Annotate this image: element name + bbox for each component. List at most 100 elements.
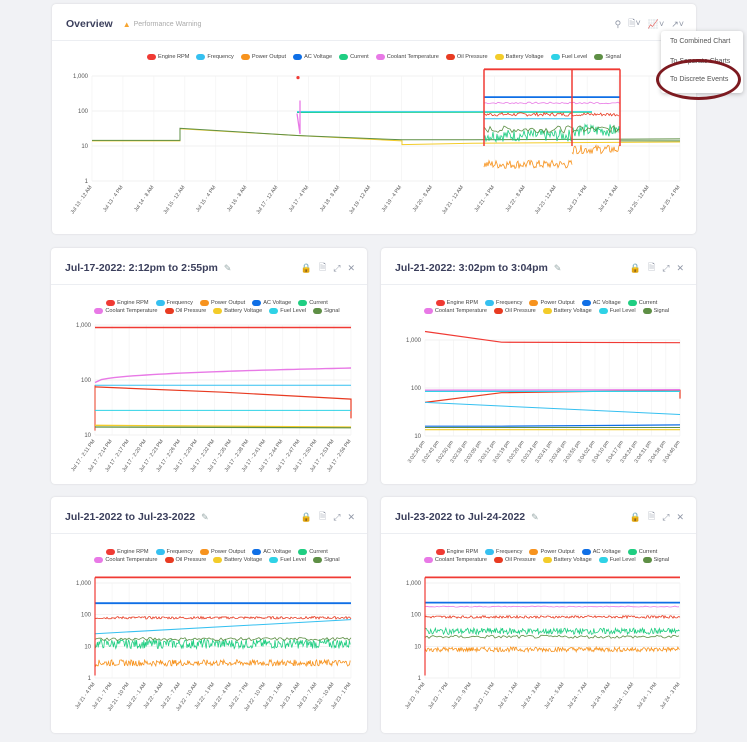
export-icon[interactable]: ↗˅ (671, 18, 684, 29)
legend-item[interactable]: Oil Pressure (494, 308, 536, 314)
legend-item[interactable]: Current (298, 300, 328, 306)
report-icon[interactable]: 🗎˅ (628, 18, 641, 28)
close-icon[interactable]: ✕ (676, 262, 684, 273)
series-line (571, 101, 621, 105)
series-line (571, 112, 620, 117)
legend-swatch (598, 308, 608, 314)
edit-icon[interactable]: ✎ (531, 511, 539, 522)
close-icon[interactable]: ✕ (676, 511, 684, 522)
x-tick-label: Jul 13 - 4 PM (102, 185, 124, 213)
report-icon[interactable]: 🗎 (648, 511, 656, 521)
report-icon[interactable]: 🗎 (319, 511, 327, 521)
legend-swatch (240, 54, 250, 60)
expand-icon[interactable]: ⤢ (333, 262, 341, 273)
legend-item[interactable]: Power Output (199, 300, 245, 306)
edit-icon[interactable]: ✎ (553, 262, 562, 273)
legend-item[interactable]: Frequency (155, 549, 193, 555)
legend-item[interactable]: Fuel Level (550, 54, 587, 60)
legend-label: AC Voltage (592, 300, 621, 306)
chart-type-icon[interactable]: 📈˅ (647, 18, 665, 29)
legend-item[interactable]: Engine RPM (435, 549, 478, 555)
legend-item[interactable]: Current (298, 549, 328, 555)
x-tick-label: Jul 18 - 8 AM (319, 185, 341, 213)
legend-swatch (155, 549, 165, 555)
menu-item-combined[interactable]: To Combined Chart (670, 38, 731, 45)
edit-icon[interactable]: ✎ (201, 511, 209, 522)
legend-item[interactable]: AC Voltage (252, 300, 291, 306)
legend-item[interactable]: Coolant Temperature (375, 54, 439, 60)
legend-item[interactable]: Engine RPM (106, 300, 149, 306)
legend-item[interactable]: Signal (642, 557, 669, 563)
lock-icon[interactable]: 🔒 (300, 511, 312, 522)
legend-item[interactable]: Engine RPM (435, 300, 478, 306)
x-tick-label: Jul 24 - 8 AM (597, 185, 619, 213)
legend-item[interactable]: Battery Voltage (213, 557, 262, 563)
legend-item[interactable]: Coolant Temperature (423, 308, 487, 314)
legend-item[interactable]: Oil Pressure (164, 308, 206, 314)
close-icon[interactable]: ✕ (347, 511, 355, 522)
performance-warning[interactable]: ▲ Performance Warning (123, 20, 202, 29)
legend-item[interactable]: Power Output (240, 54, 286, 60)
legend-item[interactable]: Oil Pressure (494, 557, 536, 563)
legend-item[interactable]: Battery Voltage (542, 557, 592, 563)
legend-item[interactable]: Oil Pressure (445, 54, 488, 60)
expand-icon[interactable]: ⤢ (662, 262, 670, 273)
legend-item[interactable]: Current (339, 54, 369, 60)
panel-toolbar: 🔒 🗎 ⤢ ✕ (630, 509, 684, 525)
legend-item[interactable]: Power Output (529, 549, 575, 555)
search-icon[interactable]: ⚲ (614, 18, 622, 29)
legend-item[interactable]: Frequency (155, 300, 193, 306)
legend-item[interactable]: Coolant Temperature (94, 557, 158, 563)
x-tick-label: Jul 15 - 12 AM (163, 185, 187, 216)
edit-icon[interactable]: ✎ (223, 262, 232, 273)
legend-item[interactable]: AC Voltage (581, 300, 621, 306)
legend-item[interactable]: Signal (642, 308, 669, 314)
legend-swatch (106, 549, 116, 555)
legend-item[interactable]: Fuel Level (269, 557, 306, 563)
legend-item[interactable]: Power Output (529, 300, 575, 306)
legend-item[interactable]: Coolant Temperature (94, 308, 158, 314)
report-icon[interactable]: 🗎 (648, 262, 656, 272)
legend-item[interactable]: AC Voltage (581, 549, 621, 555)
y-tick-label: 1,000 (76, 581, 92, 587)
legend-label: Coolant Temperature (386, 54, 439, 60)
legend-swatch (542, 557, 552, 563)
series-line (94, 636, 352, 642)
x-tick-label: Jul 24 - 3 AM (520, 682, 542, 710)
x-tick-label: Jul 25 - 4 PM (659, 185, 681, 213)
legend-item[interactable]: Oil Pressure (164, 557, 206, 563)
legend-item[interactable]: Frequency (485, 300, 522, 306)
legend-item[interactable]: Fuel Level (269, 308, 306, 314)
legend-item[interactable]: Frequency (196, 54, 234, 60)
legend-item[interactable]: Signal (313, 308, 340, 314)
x-tick-label: Jul 22 - 8 AM (505, 185, 527, 213)
legend-item[interactable]: Frequency (485, 549, 522, 555)
legend-item[interactable]: Signal (594, 54, 621, 60)
lock-icon[interactable]: 🔒 (629, 511, 641, 522)
expand-icon[interactable]: ⤢ (333, 511, 341, 522)
panel-title: Jul-23-2022 to Jul-24-2022 (395, 511, 526, 523)
legend-item[interactable]: Signal (313, 557, 340, 563)
legend-swatch (529, 549, 539, 555)
legend-item[interactable]: Fuel Level (598, 557, 636, 563)
lock-icon[interactable]: 🔒 (300, 262, 312, 273)
legend-item[interactable]: Power Output (199, 549, 245, 555)
legend-item[interactable]: Battery Voltage (213, 308, 262, 314)
close-icon[interactable]: ✕ (347, 262, 355, 273)
legend-item[interactable]: Engine RPM (106, 549, 149, 555)
expand-icon[interactable]: ⤢ (662, 511, 670, 522)
legend-item[interactable]: AC Voltage (293, 54, 332, 60)
legend-item[interactable]: Coolant Temperature (423, 557, 487, 563)
report-icon[interactable]: 🗎 (319, 262, 327, 272)
y-tick-label: 1,000 (76, 323, 92, 329)
legend-item[interactable]: Current (627, 300, 657, 306)
legend-item[interactable]: Battery Voltage (542, 308, 592, 314)
legend-item[interactable]: Battery Voltage (494, 54, 544, 60)
legend-swatch (550, 54, 560, 60)
legend-item[interactable]: AC Voltage (252, 549, 291, 555)
lock-icon[interactable]: 🔒 (629, 262, 641, 273)
legend-item[interactable]: Engine RPM (147, 54, 189, 60)
series-line (483, 125, 573, 134)
legend-item[interactable]: Current (627, 549, 657, 555)
legend-item[interactable]: Fuel Level (598, 308, 636, 314)
